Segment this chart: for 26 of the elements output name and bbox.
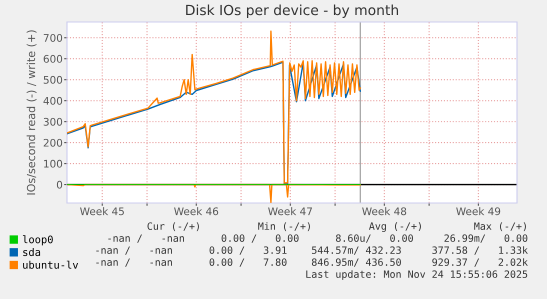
text: Avg (-/+) [369, 222, 421, 232]
x-tick-label: Week 46 [174, 207, 218, 216]
text: -nan / -nan 0.00 / 3.91 544.57m/ 432.23 377.58 / 1.33k [96, 246, 528, 255]
x-tick-label: Week 49 [456, 207, 500, 216]
y-tick-label: 400 [43, 96, 62, 105]
y-tick-label: 100 [44, 160, 62, 168]
chart-title: Disk IOs per device - by month [186, 4, 398, 18]
x-tick-label: Week 48 [362, 207, 406, 216]
text: Min (-/+) [258, 222, 310, 232]
text: -nan / -nan 0.00 / 7.80 846.95m/ 436.50 929.37 / 2.02k [96, 258, 528, 267]
legend-label: ubuntu-lv [23, 260, 78, 269]
text: Last update: Mon Nov 24 15:55:06 2025 [306, 270, 528, 280]
x-tick-label: Week 45 [80, 207, 124, 216]
text: Max (-/+) [474, 222, 526, 232]
y-tick-label: 600 [44, 54, 62, 63]
y-tick-label: 200 [44, 138, 62, 147]
x-tick-label: Week 47 [268, 207, 312, 216]
y-tick-label: 500 [44, 76, 62, 84]
y-axis-title: IOs/second read (-) / write (+) [26, 30, 37, 195]
text: Cur (-/+) [147, 222, 199, 232]
legend-label: loop0 [22, 235, 53, 246]
y-tick-label: 700 [44, 34, 62, 42]
y-tick-label: 0 [56, 180, 62, 189]
y-tick-label: 300 [44, 118, 62, 126]
legend-label: sda [23, 248, 40, 256]
text: -nan / -nan 0.00 / 0.00 8.60u/ 0.00 26.99m/ 0.00 [108, 234, 528, 243]
